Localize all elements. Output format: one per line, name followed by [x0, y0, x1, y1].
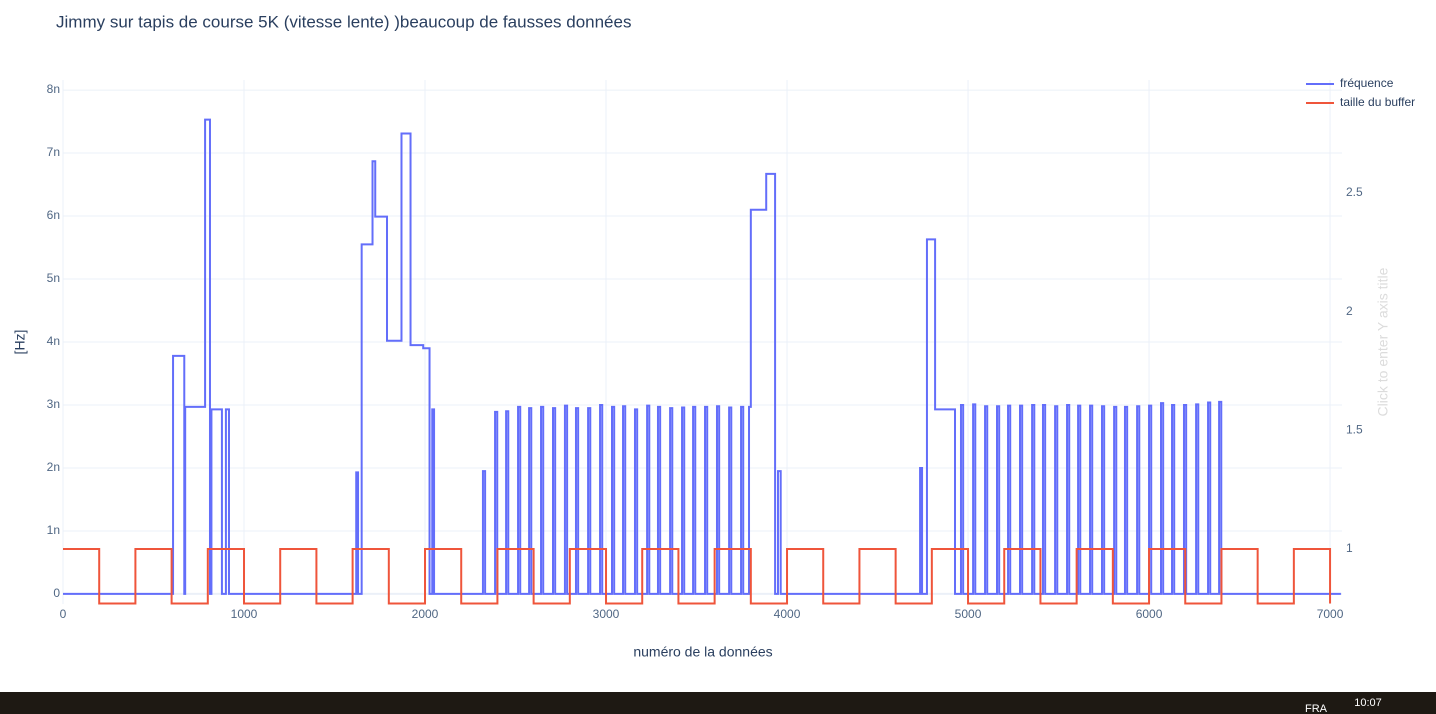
x-tick-label: 3000 — [593, 607, 620, 621]
y2-tick-label: 1 — [1346, 541, 1353, 555]
y2-tick-label: 2 — [1346, 304, 1353, 318]
y-axis-title: [Hz] — [12, 330, 28, 355]
y-tick-label: 0 — [53, 586, 60, 600]
x-tick-label: 4000 — [774, 607, 801, 621]
x-axis-title: numéro de la données — [633, 644, 772, 660]
y-tick-label: 7n — [47, 145, 60, 159]
x-tick-label: 5000 — [955, 607, 982, 621]
chart-title: Jimmy sur tapis de course 5K (vitesse le… — [56, 12, 631, 31]
taskbar-language[interactable]: FRA — [1305, 703, 1328, 714]
taskbar-time[interactable]: 10:07 — [1354, 697, 1382, 709]
x-tick-label: 7000 — [1317, 607, 1344, 621]
series-line — [63, 547, 1332, 605]
y2-tick-label: 2.5 — [1346, 185, 1363, 199]
y-tick-label: 3n — [47, 397, 60, 411]
legend-label: fréquence — [1340, 76, 1394, 90]
y2-tick-label: 1.5 — [1346, 422, 1363, 436]
taskbar — [0, 692, 1436, 714]
y-tick-label: 6n — [47, 208, 60, 222]
x-tick-label: 1000 — [231, 607, 258, 621]
y-tick-label: 8n — [47, 82, 60, 96]
y-tick-label: 4n — [47, 334, 60, 348]
x-tick-label: 6000 — [1136, 607, 1163, 621]
y-tick-label: 1n — [47, 523, 60, 537]
y-tick-label: 2n — [47, 460, 60, 474]
x-tick-label: 2000 — [412, 607, 439, 621]
x-tick-label: 0 — [60, 607, 67, 621]
legend-label: taille du buffer — [1340, 95, 1415, 109]
marks — [63, 118, 1341, 605]
series-line — [63, 118, 1341, 595]
y-tick-label: 5n — [47, 271, 60, 285]
y2-axis-title[interactable]: Click to enter Y axis title — [1375, 267, 1391, 416]
